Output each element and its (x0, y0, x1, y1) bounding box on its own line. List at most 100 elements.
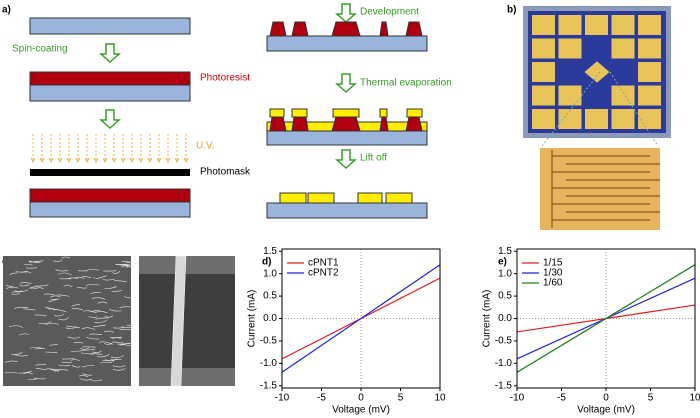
uv-head (84, 157, 90, 163)
nanotube (126, 262, 140, 265)
pad (558, 15, 582, 35)
nanotube (97, 301, 108, 304)
nanotube (100, 362, 112, 364)
y-axis-label: Current (mA) (482, 290, 493, 348)
pad (585, 109, 608, 129)
x-axis-label: Voltage (mV) (332, 405, 390, 416)
nanotube (50, 298, 60, 301)
nanotube (111, 336, 123, 339)
nanotube (73, 341, 84, 344)
pad (585, 15, 608, 35)
y-tick-label: 0.5 (263, 291, 277, 302)
uv-head (120, 157, 126, 163)
substrate (266, 130, 428, 146)
legend-label: 1/60 (543, 278, 563, 289)
panel-label: b) (507, 5, 516, 16)
nanotube (30, 286, 44, 290)
nanotube (58, 364, 71, 367)
uv-head (183, 157, 189, 163)
nanotube (94, 320, 107, 323)
x-tick-label: 0 (358, 393, 364, 404)
y-tick-label: -0.5 (260, 336, 278, 347)
nanotube (104, 286, 117, 289)
nanotube (45, 306, 55, 309)
nanotube (15, 271, 28, 273)
gap (139, 274, 235, 368)
pad (532, 62, 555, 82)
nanotube (61, 361, 72, 363)
pad (558, 109, 582, 129)
nanotube (46, 368, 61, 370)
nanotube (111, 270, 121, 274)
y-tick-label: 1.5 (498, 246, 512, 257)
nanotube (126, 323, 138, 326)
nanotube (43, 293, 55, 296)
nanotube-bundle (170, 255, 187, 387)
uv-head (39, 157, 45, 163)
step-arrow (99, 43, 121, 64)
uv-head (156, 157, 162, 163)
nanotube (113, 341, 124, 344)
nanotube (102, 278, 115, 281)
y-tick-label: 1.5 (263, 246, 277, 257)
series-line (516, 264, 696, 373)
device-photo (523, 6, 671, 230)
nanotube (85, 269, 99, 272)
photomask (30, 169, 190, 176)
uv-head (93, 157, 99, 163)
uv-head (165, 157, 171, 163)
nanotube (57, 294, 70, 297)
nanotube (80, 347, 90, 350)
pad (532, 15, 555, 35)
electrode (385, 192, 413, 204)
y-tick-label: 0.5 (498, 291, 512, 302)
interdigitated-fingers (551, 150, 660, 228)
substrate (29, 17, 191, 35)
panel-label: d) (262, 257, 271, 268)
substrate (29, 84, 191, 102)
pad (611, 38, 635, 59)
layer-label: Photoresist (200, 73, 250, 84)
uv-label: U.V. (196, 141, 215, 152)
step-arrow (335, 3, 357, 24)
y-tick-label: 1.0 (263, 268, 277, 279)
nanotube (76, 286, 87, 289)
nanotube (19, 282, 32, 284)
nanotube (110, 355, 124, 359)
nanotube (71, 365, 81, 368)
nanotube (89, 310, 101, 313)
pad (611, 85, 635, 106)
nanotube (6, 286, 19, 290)
legend-label: 1/30 (543, 268, 563, 279)
pad (611, 15, 635, 35)
nanotube (112, 365, 126, 368)
nanotube (96, 354, 110, 358)
nanotube (18, 370, 32, 374)
metal-cap (379, 108, 388, 118)
nanotube (103, 341, 115, 345)
nanotube (86, 336, 100, 340)
y-tick-label: -1.5 (495, 380, 513, 391)
nanotube (18, 333, 29, 336)
pad (611, 109, 635, 129)
nanotube (71, 308, 84, 311)
nanotube (82, 275, 92, 279)
y-axis-label: Current (mA) (247, 290, 258, 348)
uv-head (57, 157, 63, 163)
nanotube (54, 314, 65, 317)
legend-label: 1/15 (543, 258, 563, 269)
process-right: Development Thermal evaporation Lift off (266, 3, 452, 219)
nanotube (28, 260, 41, 263)
nanotube (90, 291, 101, 294)
nanotube (119, 263, 130, 266)
nanotube (49, 344, 58, 346)
nanotube (5, 285, 15, 288)
nanotube (93, 310, 108, 314)
sem-images (3, 255, 235, 387)
nanotube (23, 264, 33, 266)
nanotube (121, 265, 136, 268)
substrate (266, 202, 428, 219)
photoresist-layer (29, 71, 191, 86)
x-tick-label: -10 (510, 393, 525, 404)
